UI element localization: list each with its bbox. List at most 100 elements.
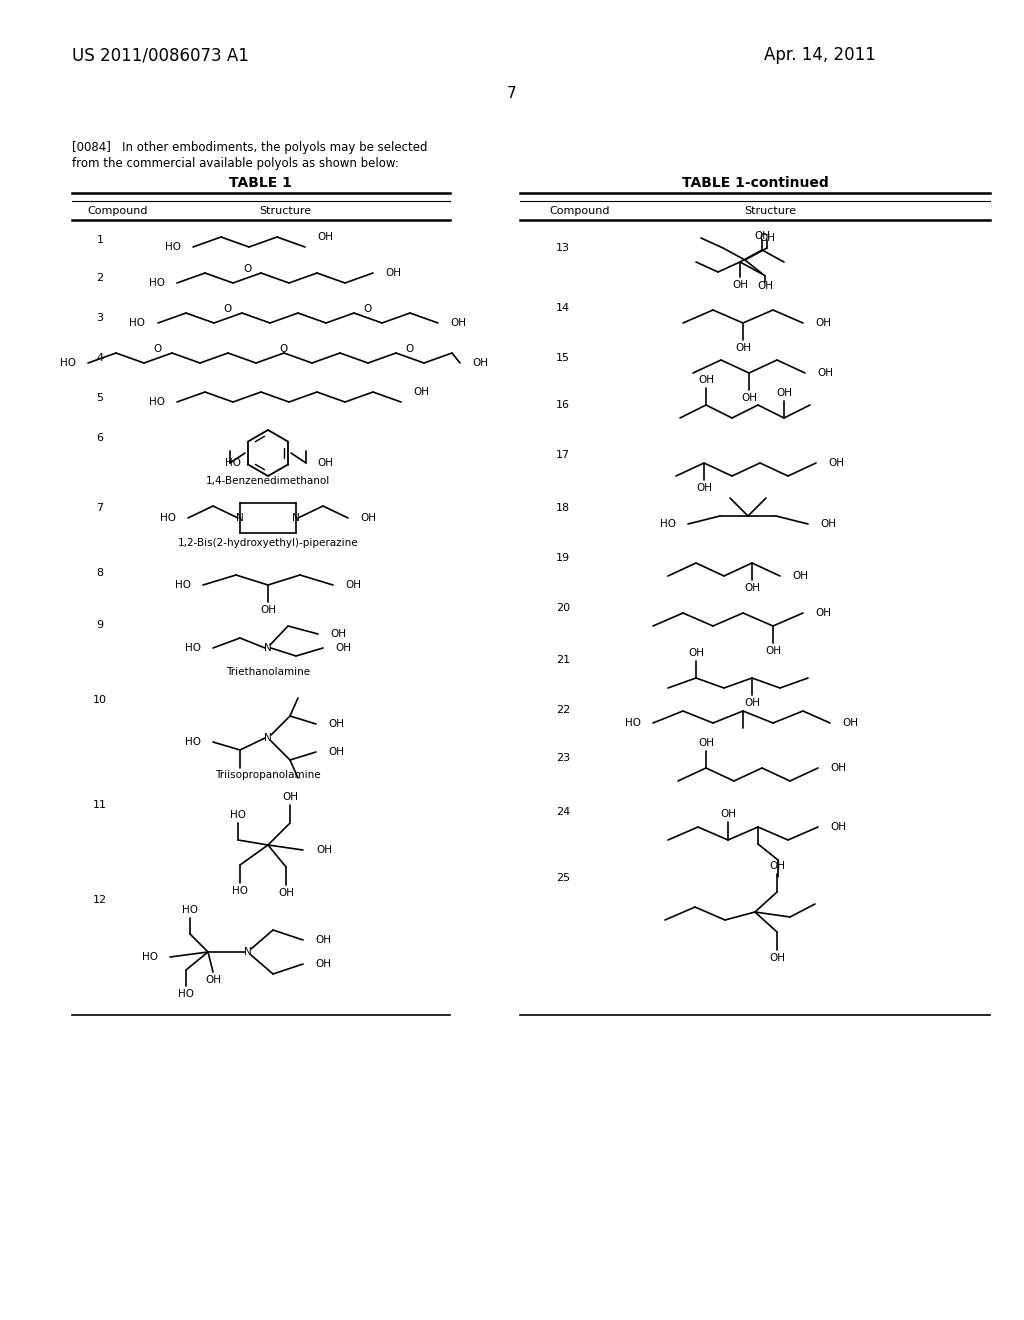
Text: HO: HO — [178, 989, 194, 999]
Text: HO: HO — [175, 579, 191, 590]
Text: OH: OH — [317, 458, 333, 469]
Text: OH: OH — [820, 519, 836, 529]
Text: 5: 5 — [96, 393, 103, 403]
Text: OH: OH — [757, 281, 773, 290]
Text: 23: 23 — [556, 752, 570, 763]
Text: O: O — [406, 345, 414, 354]
Text: 19: 19 — [556, 553, 570, 564]
Text: 1,4-Benzenedimethanol: 1,4-Benzenedimethanol — [206, 477, 330, 486]
Text: O: O — [364, 304, 372, 314]
Text: OH: OH — [792, 572, 808, 581]
Text: OH: OH — [828, 458, 844, 469]
Text: 15: 15 — [556, 352, 570, 363]
Text: OH: OH — [776, 388, 792, 399]
Text: HO: HO — [160, 513, 176, 523]
Text: OH: OH — [472, 358, 488, 368]
Text: 6: 6 — [96, 433, 103, 444]
Text: HO: HO — [60, 358, 76, 368]
Text: OH: OH — [260, 605, 276, 615]
Text: 21: 21 — [556, 655, 570, 665]
Text: OH: OH — [316, 845, 332, 855]
Text: Structure: Structure — [259, 206, 311, 216]
Text: HO: HO — [129, 318, 145, 327]
Text: OH: OH — [413, 387, 429, 397]
Text: N: N — [264, 643, 272, 653]
Text: HO: HO — [185, 643, 201, 653]
Text: Triethanolamine: Triethanolamine — [226, 667, 310, 677]
Text: N: N — [292, 513, 300, 523]
Text: 7: 7 — [507, 86, 517, 100]
Text: OH: OH — [360, 513, 376, 523]
Text: OH: OH — [278, 888, 294, 898]
Text: OH: OH — [754, 231, 770, 242]
Text: HO: HO — [225, 458, 241, 469]
Text: 4: 4 — [96, 352, 103, 363]
Text: OH: OH — [744, 698, 760, 708]
Text: OH: OH — [688, 648, 705, 657]
Text: N: N — [264, 733, 272, 743]
Text: O: O — [243, 264, 251, 275]
Text: Compound: Compound — [550, 206, 610, 216]
Text: OH: OH — [769, 953, 785, 964]
Text: 14: 14 — [556, 304, 570, 313]
Text: N: N — [237, 513, 244, 523]
Text: HO: HO — [165, 242, 181, 252]
Text: HO: HO — [232, 886, 248, 896]
Text: OH: OH — [328, 747, 344, 756]
Text: OH: OH — [345, 579, 361, 590]
Text: OH: OH — [741, 393, 757, 403]
Text: HO: HO — [230, 810, 246, 820]
Text: 25: 25 — [556, 873, 570, 883]
Text: OH: OH — [769, 861, 785, 871]
Text: 1: 1 — [96, 235, 103, 246]
Text: 20: 20 — [556, 603, 570, 612]
Text: Structure: Structure — [744, 206, 796, 216]
Text: OH: OH — [282, 792, 298, 803]
Text: OH: OH — [744, 583, 760, 593]
Text: 9: 9 — [96, 620, 103, 630]
Text: 16: 16 — [556, 400, 570, 411]
Text: OH: OH — [732, 280, 748, 290]
Text: OH: OH — [698, 375, 714, 385]
Text: OH: OH — [696, 483, 712, 492]
Text: 10: 10 — [93, 696, 106, 705]
Text: 1,2-Bis(2-hydroxyethyl)-piperazine: 1,2-Bis(2-hydroxyethyl)-piperazine — [178, 539, 358, 548]
Text: O: O — [224, 304, 232, 314]
Text: Triisopropanolamine: Triisopropanolamine — [215, 770, 321, 780]
Text: 2: 2 — [96, 273, 103, 282]
Text: OH: OH — [330, 630, 346, 639]
Text: OH: OH — [830, 763, 846, 774]
Text: OH: OH — [830, 822, 846, 832]
Text: OH: OH — [315, 935, 331, 945]
Text: 17: 17 — [556, 450, 570, 459]
Text: 22: 22 — [556, 705, 570, 715]
Text: 7: 7 — [96, 503, 103, 513]
Text: OH: OH — [317, 232, 333, 242]
Text: HO: HO — [185, 737, 201, 747]
Text: HO: HO — [150, 397, 165, 407]
Text: OH: OH — [335, 643, 351, 653]
Text: 24: 24 — [556, 807, 570, 817]
Text: 18: 18 — [556, 503, 570, 513]
Text: OH: OH — [817, 368, 833, 378]
Text: OH: OH — [205, 975, 221, 985]
Text: TABLE 1-continued: TABLE 1-continued — [682, 176, 828, 190]
Text: HO: HO — [660, 519, 676, 529]
Text: OH: OH — [450, 318, 466, 327]
Text: OH: OH — [815, 318, 831, 327]
Text: from the commercial available polyols as shown below:: from the commercial available polyols as… — [72, 157, 399, 170]
Text: HO: HO — [625, 718, 641, 729]
Text: OH: OH — [765, 645, 781, 656]
Text: O: O — [154, 345, 162, 354]
Text: HO: HO — [182, 906, 198, 915]
Text: OH: OH — [385, 268, 401, 279]
Text: OH: OH — [698, 738, 714, 748]
Text: 3: 3 — [96, 313, 103, 323]
Text: US 2011/0086073 A1: US 2011/0086073 A1 — [72, 46, 249, 63]
Text: HO: HO — [150, 279, 165, 288]
Text: OH: OH — [815, 609, 831, 618]
Text: OH: OH — [328, 719, 344, 729]
Text: 12: 12 — [93, 895, 108, 906]
Text: OH: OH — [735, 343, 751, 352]
Text: 13: 13 — [556, 243, 570, 253]
